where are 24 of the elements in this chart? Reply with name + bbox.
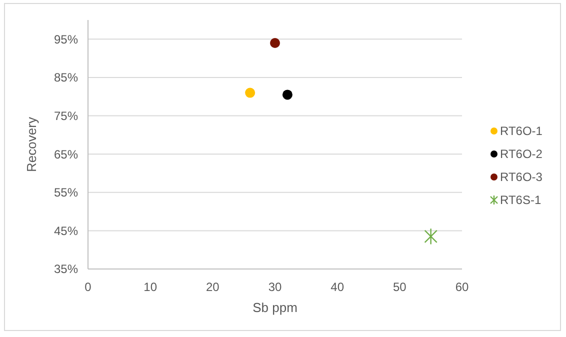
y-axis-title: Recovery	[24, 116, 39, 172]
x-tick-label: 50	[392, 280, 407, 294]
x-axis-title: Sb ppm	[252, 300, 298, 315]
legend-label: RT6S-1	[500, 193, 542, 208]
y-tick-label: 45%	[54, 224, 78, 238]
y-tick-label: 95%	[54, 32, 78, 46]
point	[245, 88, 256, 98]
point	[270, 38, 280, 48]
y-tick-label: 65%	[54, 147, 78, 162]
y-tick-label: 35%	[54, 262, 78, 276]
x-tick-label: 30	[268, 280, 282, 294]
legend-label: RT6O-2	[500, 147, 543, 162]
y-tick-label: 75%	[54, 108, 78, 123]
y-tick-label: 55%	[54, 186, 78, 200]
point	[424, 228, 438, 245]
point	[282, 90, 292, 100]
x-tick-label: 60	[455, 280, 469, 294]
x-tick-label: 40	[330, 280, 344, 294]
x-tick-label: 0	[84, 280, 92, 294]
legend-label: RT6O-1	[500, 124, 543, 138]
legend-label: RT6O-3	[500, 170, 543, 184]
x-tick-label: 20	[206, 280, 220, 294]
x-tick-label: 10	[144, 280, 158, 294]
y-tick-label: 85%	[54, 70, 78, 85]
